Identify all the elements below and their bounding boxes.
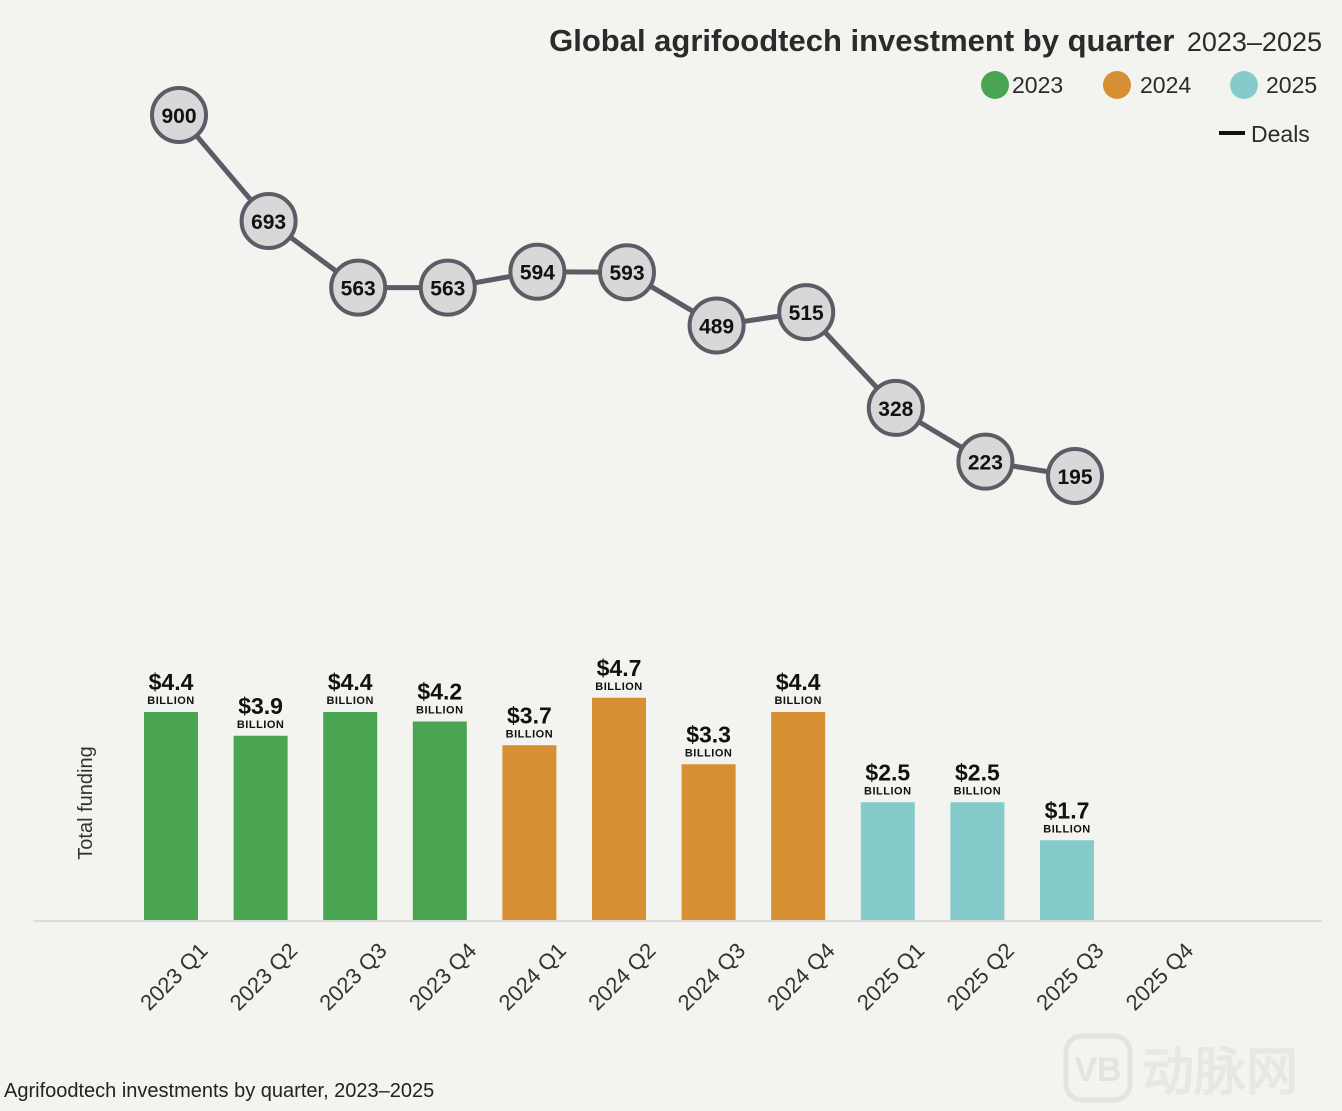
x-tick-label: 2024 Q4 — [762, 938, 839, 1015]
bar-value-label: $3.7 — [507, 702, 552, 728]
legend-label-2023: 2023 — [1012, 72, 1063, 98]
legend-label-2024: 2024 — [1140, 72, 1191, 98]
deals-marker — [598, 243, 656, 302]
deals-marker — [866, 378, 925, 437]
watermark-logo-text: VB — [1074, 1051, 1121, 1089]
deals-value-label: 593 — [609, 262, 644, 285]
x-tick-label: 2023 Q3 — [314, 938, 391, 1015]
legend-label-deals: Deals — [1251, 121, 1310, 147]
bar-value-label: $2.5 — [865, 759, 910, 785]
watermark: VB 动脉网 — [1063, 1033, 1298, 1103]
bar-2025-q1 — [860, 802, 915, 921]
x-axis-tick-labels: 2023 Q1 2023 Q2 2023 Q3 2023 Q4 2024 Q1 2024 … — [135, 938, 1198, 1015]
x-tick-label: 2024 Q3 — [673, 938, 750, 1015]
deals-value-label: 563 — [341, 278, 376, 301]
bar-2024-q1 — [502, 745, 557, 921]
bar-value-label: $4.2 — [417, 679, 462, 705]
bar-value-label: $1.7 — [1045, 797, 1090, 823]
legend-swatch-2023 — [981, 71, 1009, 99]
deals-value-label: 223 — [968, 452, 1003, 475]
bar-unit-label: BILLION — [416, 705, 464, 717]
legend-deals-line — [1219, 131, 1245, 135]
bar-unit-label: BILLION — [326, 695, 374, 707]
x-tick-label: 2023 Q1 — [135, 938, 212, 1015]
x-tick-label: 2025 Q3 — [1031, 938, 1108, 1015]
deals-marker — [329, 258, 388, 317]
bar-value-label: $4.4 — [149, 669, 194, 695]
deals-value-label: 195 — [1057, 466, 1092, 489]
deals-line-chart: 900 693 563 563 594 593 489 515 328 223 195 — [150, 86, 1104, 505]
legend-label-2025: 2025 — [1266, 72, 1317, 98]
bar-unit-label: BILLION — [237, 719, 285, 731]
legend: 2023 2024 2025 Deals — [981, 71, 1317, 147]
bar-2024-q2 — [592, 697, 646, 921]
deals-marker — [150, 86, 208, 144]
bar-value-label: $3.9 — [238, 693, 283, 719]
watermark-text: 动脉网 — [1142, 1044, 1298, 1102]
legend-swatch-2024 — [1103, 71, 1131, 99]
chart-title: Global agrifoodtech investment by quarte… — [549, 23, 1322, 58]
deals-marker — [1046, 447, 1104, 505]
bar-value-label: $2.5 — [955, 759, 1000, 785]
deals-marker — [418, 258, 477, 317]
bar-2024-q4 — [771, 712, 826, 921]
chart-title-range: 2023–2025 — [1187, 27, 1322, 57]
bar-value-label: $3.3 — [686, 721, 731, 747]
deals-marker — [239, 191, 298, 250]
chart-caption: Agrifoodtech investments by quarter, 202… — [4, 1080, 434, 1102]
bar-value-label: $4.4 — [776, 669, 821, 695]
deals-value-label: 489 — [699, 315, 734, 338]
bar-unit-label: BILLION — [774, 695, 822, 707]
deals-marker — [508, 242, 567, 301]
deals-value-label: 515 — [789, 302, 824, 325]
deals-value-label: 900 — [161, 105, 196, 128]
bar-value-label: $4.7 — [597, 655, 642, 681]
x-tick-label: 2024 Q2 — [583, 938, 660, 1015]
bar-2023-q4 — [412, 721, 467, 921]
bar-unit-label: BILLION — [954, 785, 1002, 797]
bar-unit-label: BILLION — [685, 747, 733, 759]
y-axis-label: Total funding — [75, 746, 97, 859]
bar-unit-label: BILLION — [1043, 823, 1091, 835]
x-tick-label: 2023 Q4 — [404, 938, 481, 1015]
deals-value-label: 563 — [430, 278, 465, 301]
deals-marker — [687, 296, 746, 355]
x-tick-label: 2023 Q2 — [225, 938, 302, 1015]
x-tick-label: 2025 Q2 — [942, 938, 1019, 1015]
x-tick-label: 2025 Q1 — [852, 938, 929, 1015]
bar-value-label: $4.4 — [328, 669, 373, 695]
bar-2023-q2 — [233, 735, 288, 921]
watermark-logo — [1063, 1033, 1133, 1103]
bar-unit-label: BILLION — [506, 728, 554, 740]
bar-unit-label: BILLION — [147, 695, 195, 707]
x-tick-label: 2025 Q4 — [1121, 938, 1198, 1015]
deals-value-label: 328 — [878, 398, 913, 421]
bar-2023-q3 — [323, 712, 378, 921]
x-tick-label: 2024 Q1 — [494, 938, 571, 1015]
deals-value-label: 693 — [251, 211, 286, 234]
bar-2023-q1 — [144, 712, 198, 921]
bar-unit-label: BILLION — [595, 681, 643, 693]
bar-2025-q2 — [950, 802, 1005, 921]
deals-marker — [777, 283, 836, 342]
deals-value-label: 594 — [520, 262, 555, 285]
legend-swatch-2025 — [1230, 71, 1258, 99]
bar-2024-q3 — [681, 764, 736, 921]
bar-2025-q3 — [1040, 840, 1094, 921]
bar-unit-label: BILLION — [864, 785, 912, 797]
deals-marker — [956, 432, 1015, 491]
chart-title-main: Global agrifoodtech investment by quarte… — [549, 23, 1174, 58]
